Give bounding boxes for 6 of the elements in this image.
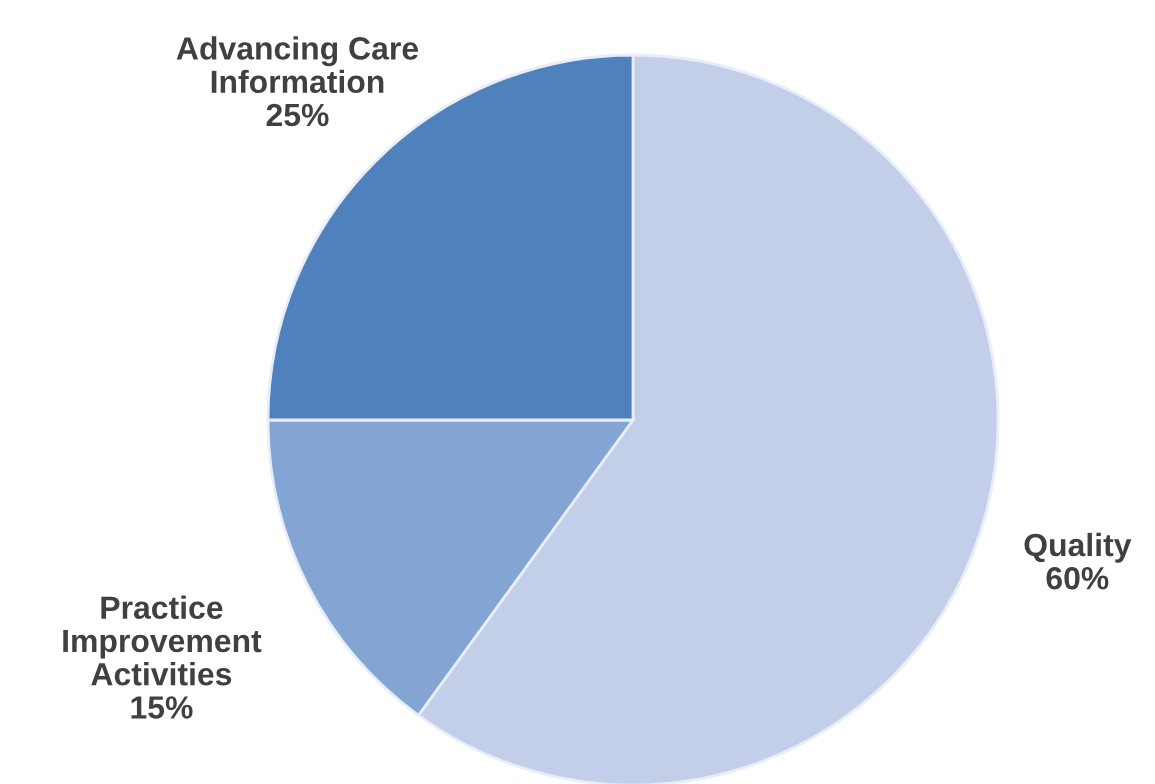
slice-label: Quality <box>1024 532 1132 563</box>
data-label: 60% <box>1046 566 1109 590</box>
slice-label: Advancing Care Information <box>176 36 418 94</box>
data-label: 15% <box>131 696 193 719</box>
slice-label: Practice Improvement Activities <box>63 595 262 686</box>
data-label: 25% <box>266 103 329 127</box>
